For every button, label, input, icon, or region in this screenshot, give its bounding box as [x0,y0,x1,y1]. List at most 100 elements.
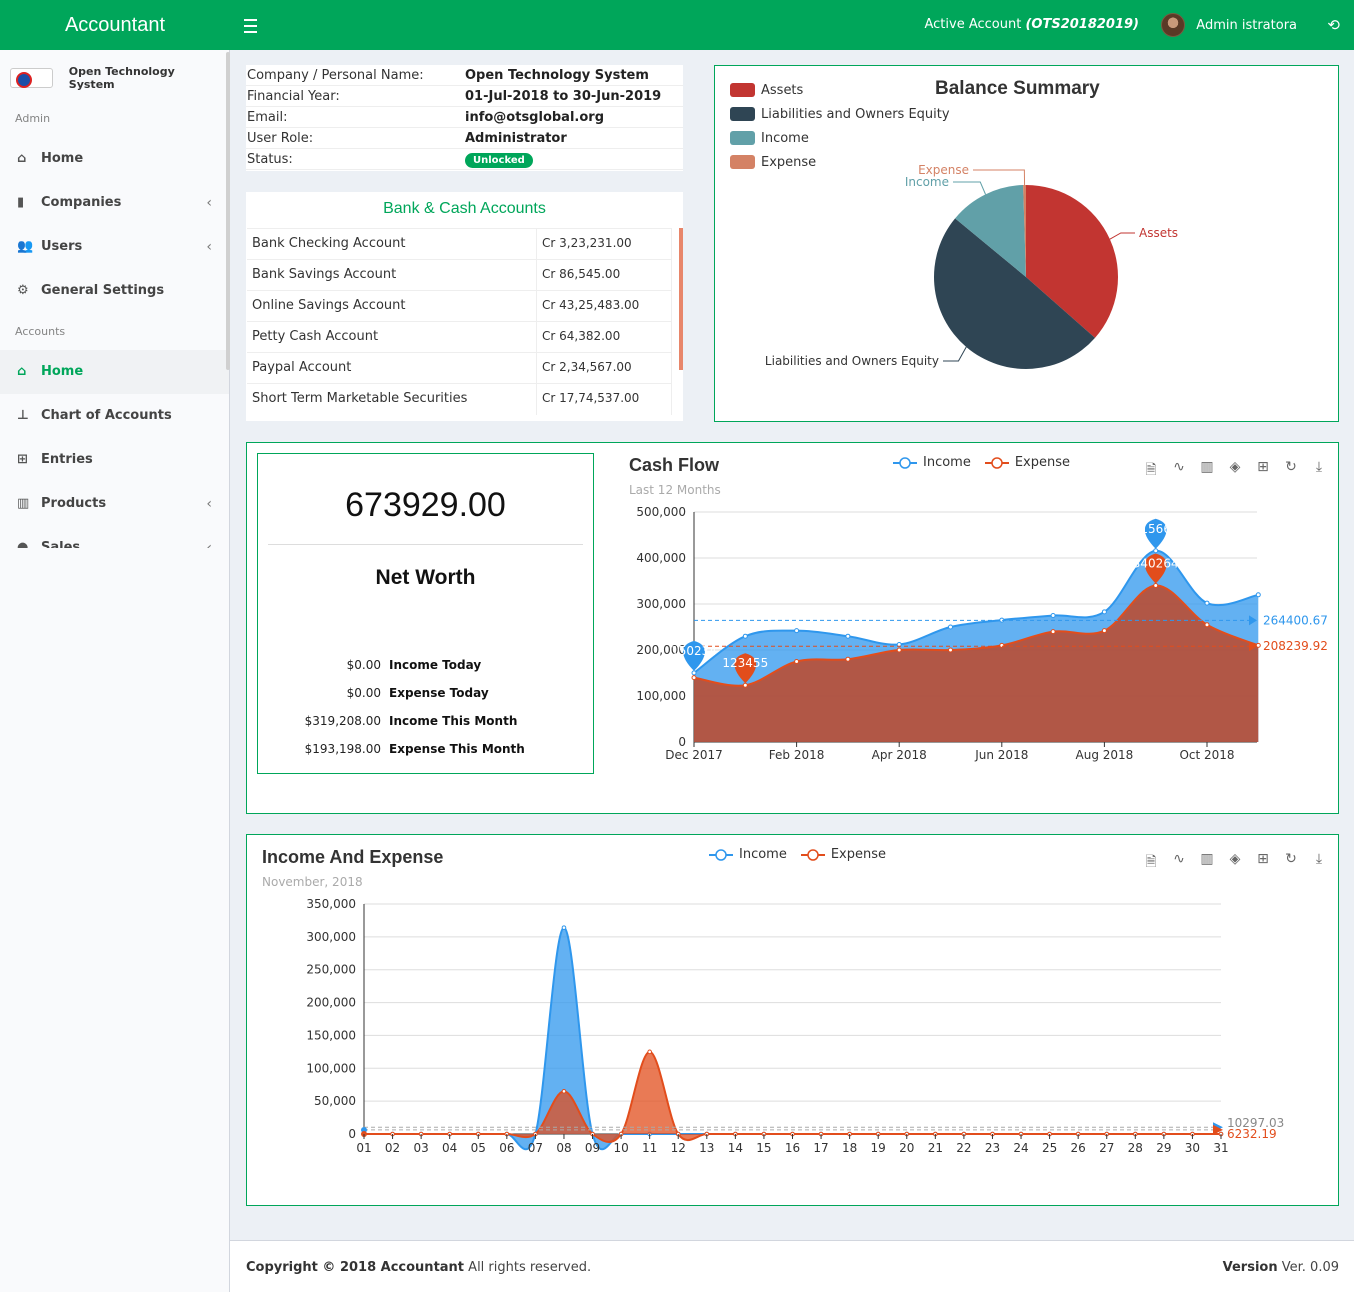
copyright-rest: All rights reserved. [468,1260,592,1275]
account-name: Bank Savings Account [252,267,397,282]
data-point [845,656,851,662]
bank-table-scrollbar[interactable] [679,228,683,370]
legend-item-expense[interactable]: Expense [984,455,1070,470]
sidebar-item-products[interactable]: ▥ Products ‹ [0,482,229,526]
brand-logo[interactable]: Accountant [64,14,166,36]
marker-pin [1144,518,1167,549]
x-tick-label: 25 [1042,1141,1057,1155]
tiled-icon[interactable]: ⊞ [1257,459,1269,475]
restore-icon[interactable]: ↻ [1285,459,1297,475]
sidebar-item-sales[interactable]: ● Sales ‹ [0,526,229,548]
x-tick-label: 17 [813,1141,828,1155]
stat-amount: $0.00 [346,658,381,672]
x-tick-label: 01 [356,1141,371,1155]
stat-label: Income This Month [389,714,518,728]
bar-chart-icon[interactable]: ▥ [1200,851,1214,867]
download-icon[interactable]: ⤓ [1315,851,1323,867]
info-value: info@otsglobal.org [465,110,604,125]
chevron-left-icon: ‹ [206,540,212,548]
download-icon[interactable]: ⤓ [1315,459,1323,475]
income-expense-title: Income And Expense [262,847,444,867]
income-expense-subtitle: November, 2018 [262,875,363,889]
sidebar-clip: ● Sales ‹ [0,526,229,548]
table-row[interactable]: Bank Checking Account Cr 3,23,231.00 [247,228,672,260]
data-point [1050,613,1056,618]
version-value: Ver. 0.09 [1281,1260,1339,1275]
average-arrow [1213,1124,1223,1135]
data-view-icon[interactable]: 🗎 [1145,462,1157,478]
active-account-label: Active Account [924,17,1022,32]
data-view-icon[interactable]: 🗎 [1145,854,1157,870]
account-amount: Cr 2,34,567.00 [542,360,632,374]
x-tick-label: 28 [1128,1141,1143,1155]
account-amount: Cr 17,74,537.00 [542,391,640,405]
sidebar-item-accounts-home[interactable]: ⌂ Home [0,350,229,394]
bank-cash-accounts-panel: Bank & Cash Accounts Bank Checking Accou… [246,192,683,421]
info-key: Company / Personal Name: [247,68,424,83]
balance-pie-chart: Assets Liabilities and Owners Equity Incom… [765,163,1178,370]
x-tick-label: 21 [928,1141,943,1155]
legend-item-income[interactable]: Income [893,455,971,470]
restore-icon[interactable]: ↻ [1285,851,1297,867]
legend-item-assets[interactable]: Assets [730,78,950,102]
legend-item-income[interactable]: Income [730,126,950,150]
sidebar-header-admin: Admin [15,112,51,125]
legend-item-expense[interactable]: Expense [730,150,950,174]
home-icon: ⌂ [17,364,27,379]
marker-label: 415664 [1133,522,1179,536]
data-point [845,633,851,639]
bar-chart-icon[interactable]: ▥ [1200,459,1214,475]
pie-slice-expense [1023,185,1026,277]
pie-label: Expense [918,163,969,177]
x-tick-label: 19 [871,1141,886,1155]
x-tick-label: 10 [613,1141,628,1155]
legend-label: Income [761,130,809,146]
average-arrow [1249,641,1257,652]
sidebar-scrollbar[interactable] [226,52,230,370]
tiled-icon[interactable]: ⊞ [1257,851,1269,867]
table-row[interactable]: Paypal Account Cr 2,34,567.00 [247,352,672,384]
sidebar-item-entries[interactable]: ⊞ Entries [0,438,229,482]
sidebar-item-chart-of-accounts[interactable]: ⊥ Chart of Accounts [0,394,229,438]
copyright-bold: Copyright © 2018 Accountant [246,1260,465,1275]
x-tick-label: 11 [642,1141,657,1155]
stack-icon[interactable]: ◈ [1229,851,1241,867]
stack-icon[interactable]: ◈ [1229,459,1241,475]
legend-item-income[interactable]: Income [709,847,787,862]
sidebar-item-admin-home[interactable]: ⌂ Home [0,137,229,181]
plus-square-icon: ⊞ [17,452,28,467]
user-menu[interactable]: Admin istratora [1161,13,1297,37]
info-value: Open Technology System [465,68,649,83]
line-chart-icon[interactable]: ∿ [1173,459,1185,475]
sidebar-item-companies[interactable]: ▮ Companies ‹ [0,181,229,225]
y-tick-label: 50,000 [314,1094,356,1108]
table-row[interactable]: Bank Savings Account Cr 86,545.00 [247,259,672,291]
info-value: 01-Jul-2018 to 30-Jun-2019 [465,89,662,104]
active-account[interactable]: Active Account (OTS20182019) [924,17,1139,32]
barcode-icon: ▥ [17,496,30,511]
table-row[interactable]: Online Savings Account Cr 43,25,483.00 [247,290,672,322]
hamburger-menu-icon[interactable] [240,12,264,38]
info-key: Status: [247,152,293,167]
x-tick-label: 18 [842,1141,857,1155]
cash-flow-chart: 0 100,000 200,000 300,000 400,000 500,000 2644… [636,505,1328,762]
y-tick-label: 150,000 [306,1028,356,1042]
sidebar-company[interactable]: Open Technology System [10,65,220,91]
sidebar-item-users[interactable]: 👥 Users ‹ [0,225,229,269]
line-chart-icon[interactable]: ∿ [1173,851,1185,867]
sidebar-item-label: Sales [41,540,81,548]
table-row[interactable]: Short Term Marketable Securities Cr 17,74… [247,383,672,415]
legend-item-liabilities[interactable]: Liabilities and Owners Equity [730,102,950,126]
sidebar-item-general-settings[interactable]: ⚙ General Settings [0,269,229,313]
sidebar-item-label: Home [41,364,84,379]
refresh-icon[interactable]: ⟲ [1327,16,1340,34]
table-row[interactable]: Petty Cash Account Cr 64,382.00 [247,321,672,353]
income-month-row: $319,208.00 Income This Month [258,711,593,731]
info-key: User Role: [247,131,314,146]
x-tick-label: 20 [899,1141,914,1155]
user-name: Admin istratora [1196,17,1297,33]
y-tick-label: 0 [348,1127,356,1141]
data-point [948,647,953,653]
chevron-left-icon: ‹ [206,239,212,255]
legend-item-expense[interactable]: Expense [800,847,886,862]
